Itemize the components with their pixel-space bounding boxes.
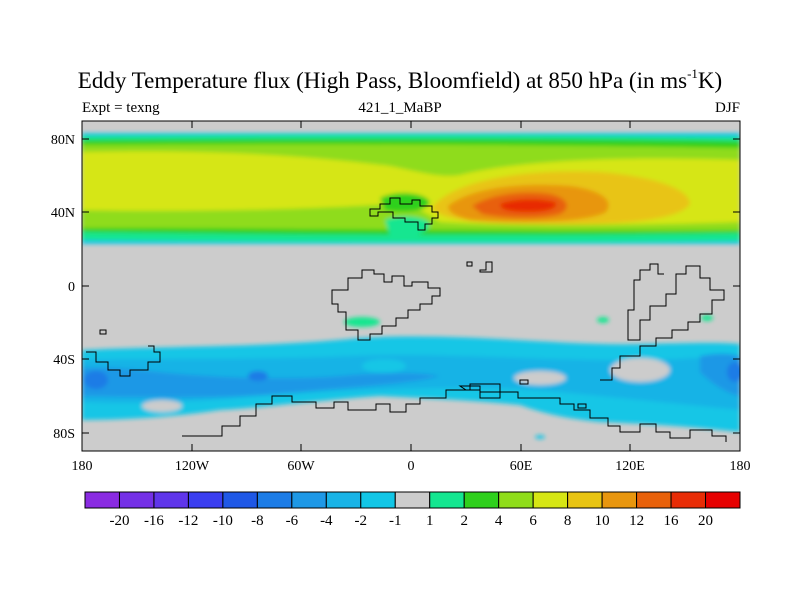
colorbar-swatch: [84, 491, 120, 509]
colorbar-label: 20: [698, 513, 713, 529]
south-band-mid: [82, 355, 740, 410]
colorbar-label: -4: [320, 513, 333, 529]
lon-label-60w: 60W: [287, 459, 315, 474]
colorbar-swatch: [187, 491, 224, 509]
colorbar-label: 8: [564, 513, 572, 529]
south-gray-pocket-3: [514, 371, 566, 385]
coastline-africa-americas: [331, 269, 441, 341]
south-gray-pocket-1: [142, 400, 182, 412]
contour-field: [82, 121, 740, 451]
colorbar-label: 1: [426, 513, 434, 529]
title-suffix: K): [697, 68, 723, 93]
south-cyan-southern: [535, 435, 545, 439]
lon-label-60e: 60E: [510, 459, 533, 474]
colorbar-swatch: [325, 491, 362, 509]
jet-core-red: [500, 199, 557, 212]
south-core-2: [248, 371, 268, 381]
coastline-south-asia: [600, 263, 725, 381]
colorbar-label: 12: [629, 513, 644, 529]
colorbar-label: -1: [389, 513, 402, 529]
experiment-label: Expt = texng: [82, 100, 160, 116]
lat-label-40s: 40S: [53, 353, 75, 368]
latitude-axis: [82, 138, 740, 434]
longitude-axis: [191, 121, 631, 451]
lon-label-180e: 180: [730, 459, 751, 474]
lon-label-180w: 180: [72, 459, 93, 474]
coastline-australia: [86, 329, 161, 377]
blob-tropical-indian: [597, 317, 609, 323]
title-superscript: -1: [687, 66, 698, 81]
lon-label-0: 0: [408, 459, 415, 474]
lat-label-80n: 80N: [51, 133, 75, 148]
colorbar-swatch: [670, 491, 707, 509]
coastline-antarctic: [182, 383, 727, 442]
colorbar-swatch: [463, 491, 500, 509]
colorbar-label: -10: [213, 513, 233, 529]
colorbar-label: -6: [286, 513, 299, 529]
colorbar-swatch: [222, 491, 258, 509]
chart-title: Eddy Temperature flux (High Pass, Bloomf…: [0, 66, 800, 94]
colorbar-swatch: [532, 491, 569, 509]
colorbar-label: -16: [144, 513, 164, 529]
colorbar-label: 4: [495, 513, 503, 529]
colorbar-label: -8: [251, 513, 264, 529]
lat-label-40n: 40N: [51, 206, 75, 221]
south-band-inner: [82, 367, 440, 398]
south-core-1: [84, 371, 108, 389]
lat-label-0: 0: [68, 280, 75, 295]
blob-tropical-atlantic: [344, 317, 380, 327]
colorbar-label: -12: [178, 513, 198, 529]
blob-tropical-pacific: [701, 315, 713, 321]
run-label: 421_1_MaBP: [358, 100, 442, 116]
colorbar-label: -2: [355, 513, 368, 529]
colorbar-swatch: [429, 491, 465, 509]
colorbar: [84, 491, 741, 509]
south-core-3: [727, 362, 740, 382]
colorbar-swatch: [360, 491, 396, 509]
colorbar-label: 2: [460, 513, 468, 529]
blob-midlat-teal: [385, 216, 430, 238]
colorbar-swatch: [153, 491, 189, 509]
colorbar-labels: -20 -16 -12 -10 -8 -6 -4 -2 -1 1 2 4 6 8 10 12 16 20: [109, 513, 713, 529]
colorbar-swatch: [601, 491, 638, 509]
coastline-europe: [369, 197, 439, 231]
title-main: Eddy Temperature flux (High Pass, Bloomf…: [77, 68, 688, 93]
coastline-north-america: [466, 261, 493, 273]
colorbar-label: 10: [595, 513, 610, 529]
coastline-south-america: [458, 385, 501, 399]
south-gray-pocket-2: [610, 358, 670, 382]
coastlines: [86, 197, 727, 442]
season-label: DJF: [714, 100, 740, 116]
lon-label-120e: 120E: [615, 459, 645, 474]
colorbar-swatch: [636, 491, 672, 509]
colorbar-label: -20: [109, 513, 129, 529]
coastline-islands: [519, 379, 587, 409]
lat-label-80s: 80S: [53, 427, 75, 442]
colorbar-swatch: [567, 491, 603, 509]
north-band-yellow-west: [82, 188, 390, 211]
lon-label-120w: 120W: [175, 459, 210, 474]
colorbar-label: 6: [529, 513, 537, 529]
colorbar-swatch: [498, 491, 534, 509]
colorbar-swatch: [291, 491, 327, 509]
colorbar-swatch: [394, 491, 431, 509]
colorbar-swatch: [256, 491, 293, 509]
colorbar-label: 16: [664, 513, 680, 529]
colorbar-swatch: [118, 491, 155, 509]
south-lightblue-pocket: [362, 359, 406, 373]
colorbar-swatch: [705, 491, 741, 509]
